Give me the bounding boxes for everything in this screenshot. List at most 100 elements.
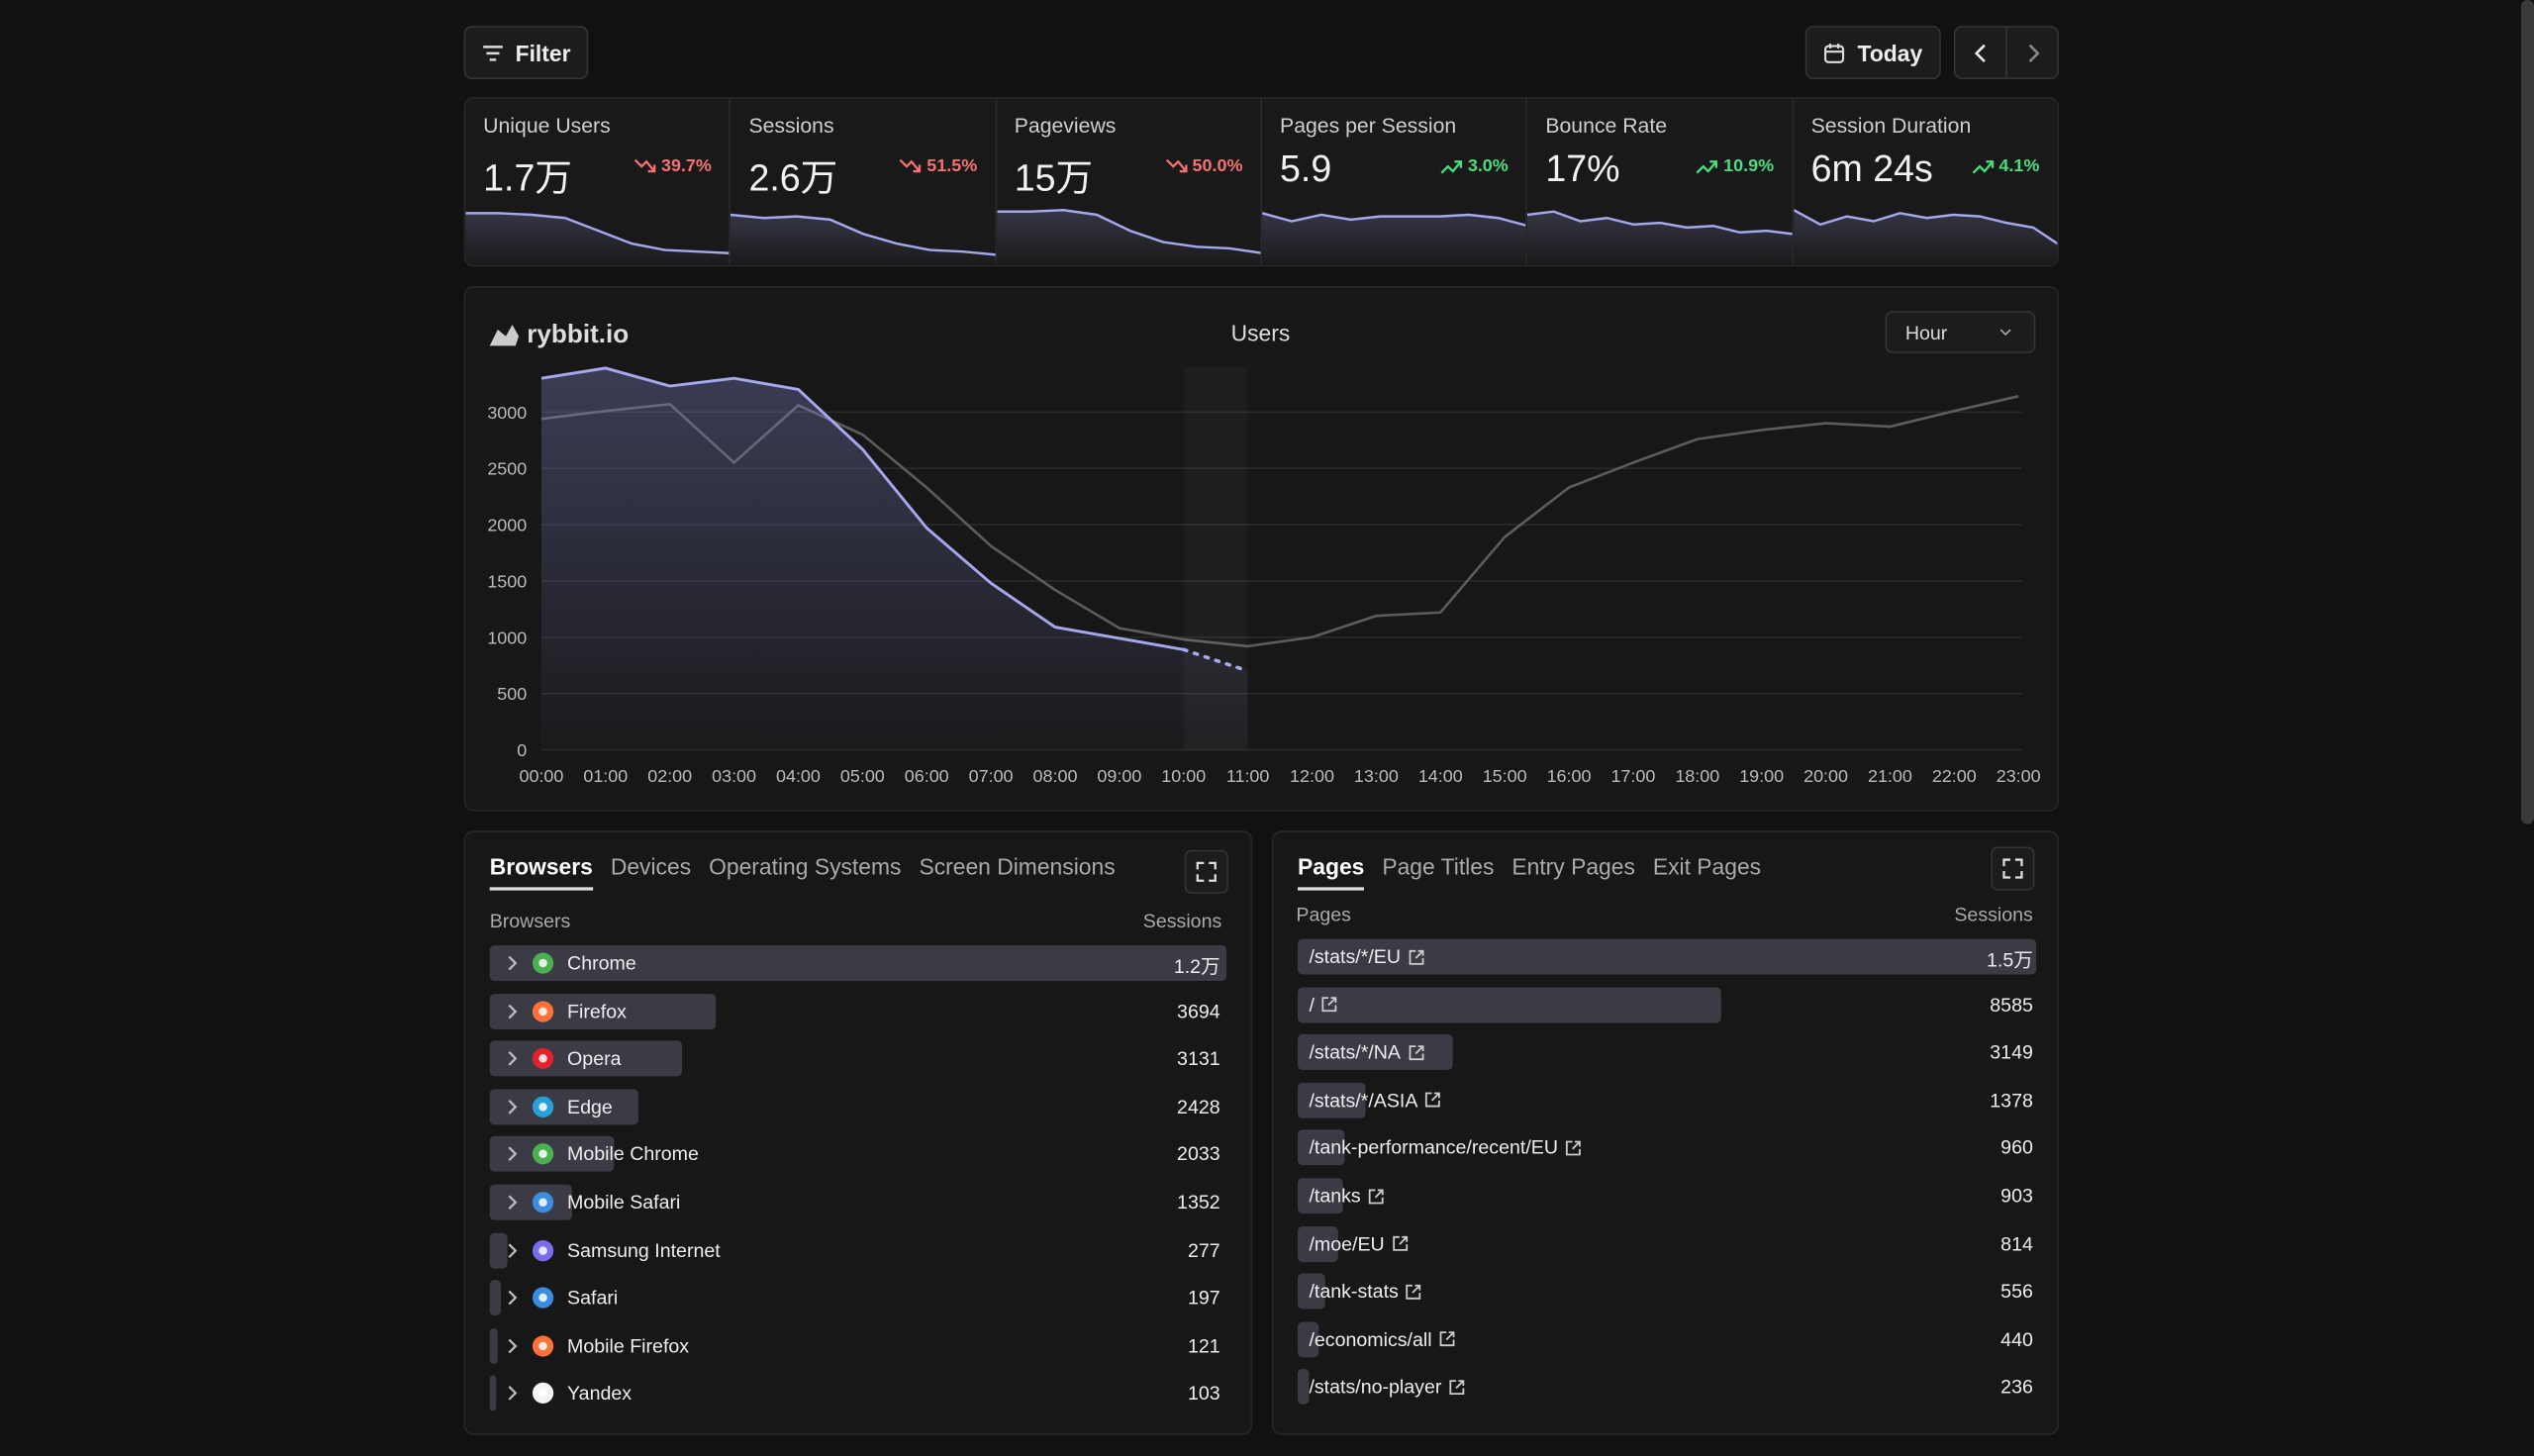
link-glyph bbox=[1566, 1140, 1581, 1156]
expand-chevron bbox=[508, 1051, 518, 1067]
row-bar bbox=[1298, 1273, 1325, 1310]
metric-label: Bounce Rate bbox=[1545, 113, 1668, 138]
tab[interactable]: Exit Pages bbox=[1652, 853, 1762, 880]
browser-icon-center bbox=[538, 1054, 547, 1063]
row-name: /tanks bbox=[1309, 1184, 1361, 1208]
filter-button[interactable]: Filter bbox=[463, 26, 589, 79]
tab[interactable]: Devices bbox=[610, 853, 692, 880]
x-tick-label: 05:00 bbox=[840, 766, 885, 786]
row-value: 121 bbox=[1187, 1334, 1220, 1358]
row-bar bbox=[1298, 1129, 1345, 1166]
x-tick-label: 09:00 bbox=[1097, 766, 1141, 786]
tab[interactable]: Browsers bbox=[489, 853, 593, 891]
next-icon bbox=[2027, 43, 2039, 62]
browser-icon-center bbox=[538, 1294, 547, 1303]
tab[interactable]: Page Titles bbox=[1382, 853, 1495, 880]
trend-arrow bbox=[900, 158, 922, 173]
row-label: Firefox bbox=[567, 1000, 627, 1022]
row-icons bbox=[508, 1096, 554, 1117]
table-row[interactable]: /stats/*/ASIA 1378 bbox=[1298, 1082, 2033, 1118]
row-label: Chrome bbox=[567, 952, 636, 975]
tab[interactable]: Entry Pages bbox=[1511, 853, 1635, 880]
row-value: 1.2万 bbox=[1173, 954, 1220, 978]
tab[interactable]: Screen Dimensions bbox=[919, 853, 1116, 880]
row-bar bbox=[1298, 1321, 1319, 1358]
row-value: 277 bbox=[1187, 1238, 1220, 1262]
external-link-icon bbox=[1439, 1331, 1455, 1347]
filter-icon bbox=[482, 45, 503, 60]
change-value: 3.0% bbox=[1467, 156, 1509, 176]
expand-button[interactable] bbox=[1184, 849, 1228, 894]
browser-icon-center bbox=[538, 1245, 547, 1255]
table-row[interactable]: Samsung Internet 277 bbox=[489, 1232, 1226, 1268]
interval-select[interactable] bbox=[1885, 311, 2036, 353]
table-row[interactable]: / 8585 bbox=[1298, 986, 2033, 1022]
row-bar bbox=[1298, 1225, 1338, 1262]
tab[interactable]: Pages bbox=[1298, 853, 1365, 891]
tab[interactable]: Operating Systems bbox=[709, 853, 902, 880]
table-row[interactable]: /economics/all 440 bbox=[1298, 1321, 2033, 1358]
row-label: Safari bbox=[567, 1287, 618, 1310]
table-row[interactable]: /stats/*/NA 3149 bbox=[1298, 1034, 2033, 1071]
row-value: 3149 bbox=[1990, 1040, 2033, 1064]
metric-card: Pageviews 15万 50.0% bbox=[996, 98, 1263, 265]
metric-card: Sessions 2.6万 51.5% bbox=[731, 98, 997, 265]
table-row[interactable]: /tanks 903 bbox=[1298, 1178, 2033, 1214]
trend-arrow bbox=[1972, 160, 1995, 174]
table-row[interactable]: Edge 2428 bbox=[489, 1089, 1226, 1124]
table-row[interactable]: Mobile Chrome 2033 bbox=[489, 1136, 1226, 1173]
change-value: 4.1% bbox=[1998, 156, 2040, 176]
row-name: /tank-performance/recent/EU bbox=[1309, 1136, 1559, 1160]
table-row[interactable]: Safari 197 bbox=[489, 1280, 1226, 1316]
table-row[interactable]: /tank-performance/recent/EU 960 bbox=[1298, 1129, 2033, 1166]
chart: rybbit.io Users Hour 0 500 1000 1500 2000 250… bbox=[487, 311, 2041, 786]
series-line bbox=[540, 366, 1185, 651]
prev-button[interactable] bbox=[1953, 26, 2007, 79]
row-name: /stats/*/NA bbox=[1309, 1040, 1401, 1064]
row-icons bbox=[508, 1335, 554, 1357]
metric-label: Pageviews bbox=[1014, 113, 1117, 138]
table-row[interactable]: /stats/no-player 236 bbox=[1298, 1369, 2033, 1406]
sparkline bbox=[1527, 210, 1793, 265]
row-bar bbox=[1298, 1034, 1453, 1071]
row-value: 1352 bbox=[1177, 1191, 1220, 1214]
table-row[interactable]: /moe/EU 814 bbox=[1298, 1225, 2033, 1262]
link-glyph bbox=[1409, 949, 1423, 964]
change-value: 10.9% bbox=[1723, 156, 1775, 176]
x-tick-label: 01:00 bbox=[583, 766, 628, 786]
row-bar bbox=[489, 1327, 498, 1364]
row-icons bbox=[508, 1048, 554, 1070]
next-button[interactable] bbox=[2005, 26, 2059, 79]
sparkline bbox=[1793, 209, 2058, 265]
link-glyph bbox=[1392, 1236, 1408, 1251]
series-area bbox=[540, 367, 1248, 750]
table-row[interactable]: Firefox 3694 bbox=[489, 993, 1226, 1029]
x-tick-label: 11:00 bbox=[1226, 766, 1270, 786]
table-row[interactable]: Yandex 103 bbox=[489, 1376, 1226, 1411]
row-value: 236 bbox=[2000, 1376, 2033, 1399]
table-row[interactable]: Chrome 1.2万 bbox=[489, 945, 1227, 982]
row-label: /tanks bbox=[1309, 1185, 1385, 1208]
sparkline bbox=[731, 213, 996, 265]
sparkline bbox=[996, 209, 1261, 265]
metric-change: 10.9% bbox=[1696, 156, 1774, 176]
row-name: /stats/*/ASIA bbox=[1309, 1089, 1418, 1112]
y-tick-label: 3000 bbox=[487, 403, 527, 423]
external-link-icon bbox=[1425, 1093, 1441, 1108]
external-link-icon bbox=[1409, 1044, 1423, 1060]
table-row[interactable]: Mobile Safari 1352 bbox=[489, 1184, 1226, 1220]
table-row[interactable]: /stats/*/EU 1.5万 bbox=[1298, 938, 2037, 975]
table-row[interactable]: Opera 3131 bbox=[489, 1040, 1226, 1077]
expand-button[interactable] bbox=[1991, 846, 2035, 891]
table-row[interactable]: Mobile Firefox 121 bbox=[489, 1327, 1226, 1364]
sparkline bbox=[1262, 212, 1526, 265]
external-link-icon bbox=[1368, 1188, 1384, 1204]
x-tick-label: 23:00 bbox=[1997, 766, 2041, 786]
metric-card: Session Duration 6m 24s 4.1% bbox=[1793, 98, 2058, 265]
date-button[interactable]: Today bbox=[1804, 26, 1941, 79]
table-row[interactable]: /tank-stats 556 bbox=[1298, 1273, 2033, 1310]
brand: rybbit.io bbox=[489, 319, 629, 348]
row-bar bbox=[489, 1280, 502, 1316]
expand-chevron bbox=[508, 1195, 518, 1211]
scrollbar[interactable] bbox=[2520, 0, 2534, 825]
